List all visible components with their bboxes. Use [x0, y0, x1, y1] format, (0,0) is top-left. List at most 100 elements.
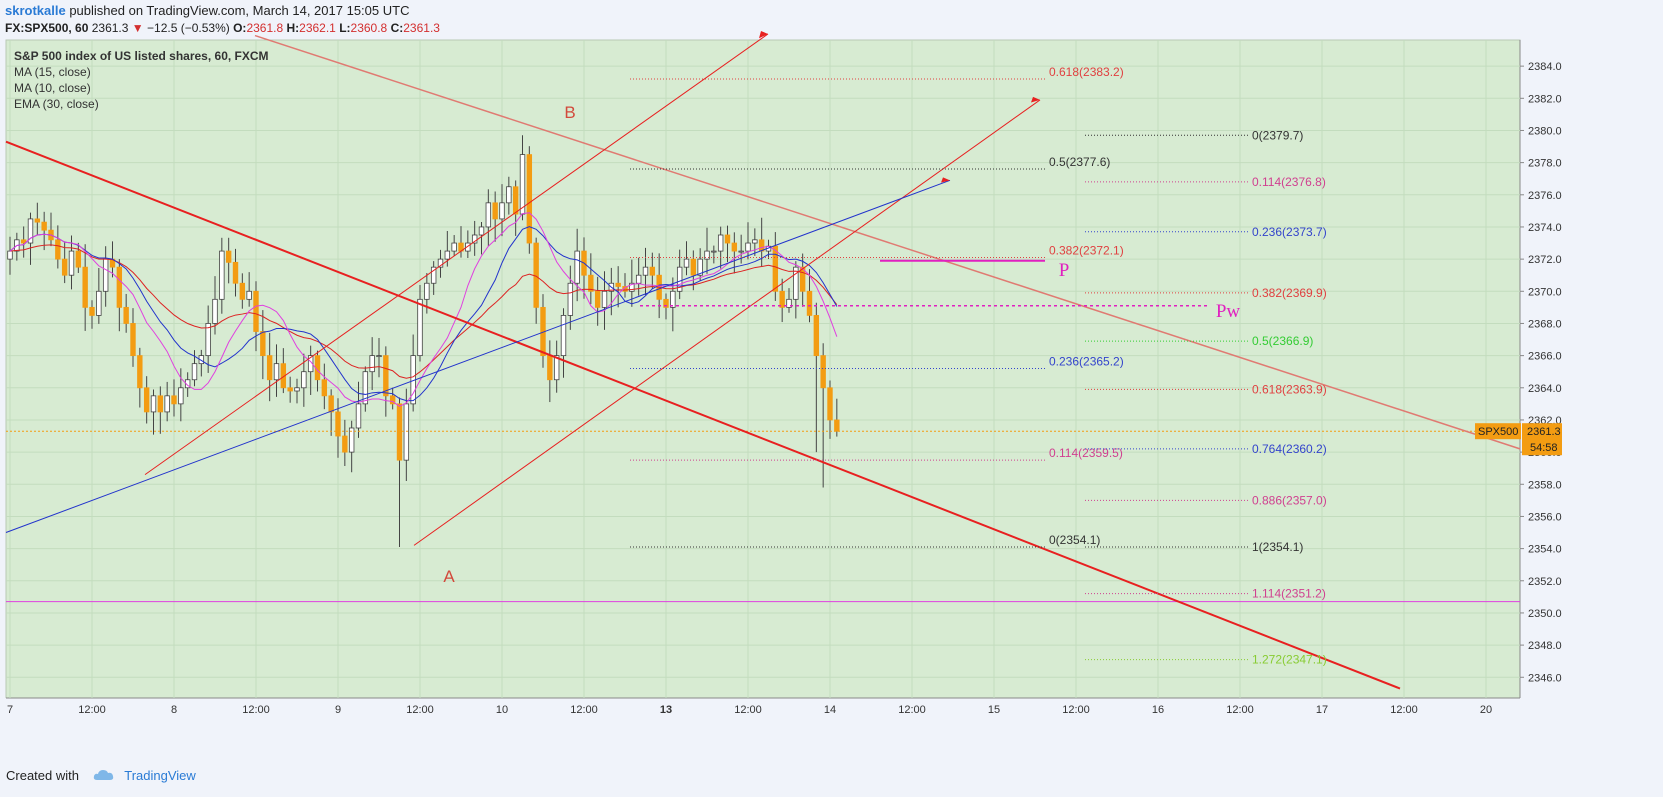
candle-down — [116, 266, 123, 308]
candle-up — [430, 266, 437, 284]
low-label: L: — [339, 21, 351, 35]
candle-down — [731, 242, 738, 252]
y-tick-label: 2382.0 — [1528, 93, 1562, 105]
fib-extension-label: 0.382(2369.9) — [1252, 286, 1327, 300]
arrow-head-icon — [759, 30, 768, 39]
candle-up — [717, 234, 724, 252]
y-tick-label: 2364.0 — [1528, 383, 1562, 395]
candle-down — [321, 379, 328, 397]
candle-up — [567, 282, 574, 316]
legend-ma10[interactable]: MA (10, close) — [14, 81, 91, 95]
y-tick-label: 2370.0 — [1528, 286, 1562, 298]
candle-down — [20, 239, 27, 244]
candle-down — [137, 355, 143, 389]
x-tick-label: 7 — [7, 704, 13, 716]
tradingview-link[interactable]: TradingView — [124, 768, 196, 783]
candle-up — [96, 290, 102, 316]
candle-down — [724, 234, 731, 244]
y-tick-label: 2368.0 — [1528, 318, 1562, 330]
candle-up — [471, 234, 478, 244]
level-label-pw: Pw — [1216, 301, 1241, 322]
candle-down — [594, 290, 601, 308]
fib-retracement-label: 0.5(2377.6) — [1049, 155, 1110, 169]
candle-up — [752, 239, 758, 244]
candle-up — [465, 242, 471, 252]
level-label-p: P — [1059, 260, 1070, 281]
fib-extension-label: 1(2354.1) — [1252, 540, 1303, 554]
fib-extension-label: 0.886(2357.0) — [1252, 493, 1327, 507]
price-tag-bg — [1522, 423, 1562, 456]
fib-retracement-label: 0.236(2365.2) — [1049, 354, 1124, 368]
legend-ema30[interactable]: EMA (30, close) — [14, 97, 99, 111]
candle-up — [793, 266, 799, 300]
x-tick-label: 15 — [988, 704, 1000, 716]
candle-up — [417, 298, 423, 357]
candle-up — [362, 371, 369, 405]
candle-down — [813, 315, 820, 357]
candle-up — [642, 266, 649, 276]
candle-down — [342, 435, 348, 453]
author-link[interactable]: skrotkalle — [5, 3, 66, 18]
candle-up — [369, 355, 375, 373]
candle-up — [629, 282, 635, 292]
y-tick-label: 2376.0 — [1528, 190, 1562, 202]
candle-up — [273, 363, 280, 381]
candle-down — [547, 355, 553, 381]
candle-down — [827, 387, 833, 421]
price-change: −12.5 (−0.53%) — [147, 21, 230, 35]
fib-retracement-label: 0(2354.1) — [1049, 533, 1100, 547]
legend-ma15[interactable]: MA (15, close) — [14, 65, 91, 79]
up-channel-upper-line — [144, 33, 769, 476]
last-price: 2361.3 — [91, 21, 129, 35]
candle-down — [389, 395, 396, 405]
candle-up — [711, 250, 717, 253]
candle-up — [601, 290, 608, 308]
fib-extension-label: 0.5(2366.9) — [1252, 334, 1313, 348]
publish-info: published on TradingView.com, March 14, … — [69, 3, 410, 18]
candle-up — [424, 282, 430, 300]
candle-down — [253, 290, 259, 332]
high-label: H: — [286, 21, 300, 35]
chart-legend: S&P 500 index of US listed shares, 60, F… — [14, 48, 269, 112]
time-scale — [0, 698, 1663, 720]
candle-up — [451, 242, 457, 252]
y-tick-label: 2346.0 — [1528, 672, 1562, 684]
x-tick-label: 12:00 — [1226, 704, 1254, 716]
price-tag-value: 2361.3 — [1527, 426, 1561, 438]
x-tick-label: 16 — [1152, 704, 1164, 716]
candle-up — [205, 323, 211, 357]
ma10-line — [9, 212, 838, 407]
candle-up — [246, 290, 252, 300]
candle-up — [7, 250, 13, 260]
x-tick-label: 8 — [171, 704, 177, 716]
candle-down — [615, 282, 621, 287]
candle-down — [396, 403, 403, 461]
candle-down — [799, 266, 806, 292]
candle-down — [820, 355, 826, 389]
candle-up — [683, 258, 690, 268]
arrow-head-icon — [941, 177, 950, 183]
tradingview-cloud-icon — [93, 770, 113, 780]
created-with-label: Created with — [6, 768, 79, 783]
x-tick-label: 10 — [496, 704, 508, 716]
fib-retracement-label: 0.114(2359.5) — [1049, 446, 1123, 460]
y-tick-label: 2350.0 — [1528, 608, 1562, 620]
symbol-label: FX:SPX500, 60 — [5, 21, 89, 35]
open-value: 2361.8 — [246, 21, 284, 35]
candle-down — [287, 387, 293, 392]
candle-up — [150, 395, 157, 413]
y-tick-label: 2384.0 — [1528, 61, 1562, 73]
candle-up — [704, 250, 710, 260]
candle-down — [492, 202, 498, 220]
upper-downtrend-line — [254, 34, 1521, 450]
candle-up — [676, 266, 683, 292]
candle-up — [307, 355, 314, 373]
high-value: 2362.1 — [299, 21, 336, 35]
candle-down — [533, 242, 539, 308]
candle-down — [328, 395, 334, 413]
candle-down — [772, 245, 779, 292]
price-scale — [1520, 40, 1663, 698]
candle-up — [301, 371, 307, 389]
candle-up — [164, 395, 170, 413]
